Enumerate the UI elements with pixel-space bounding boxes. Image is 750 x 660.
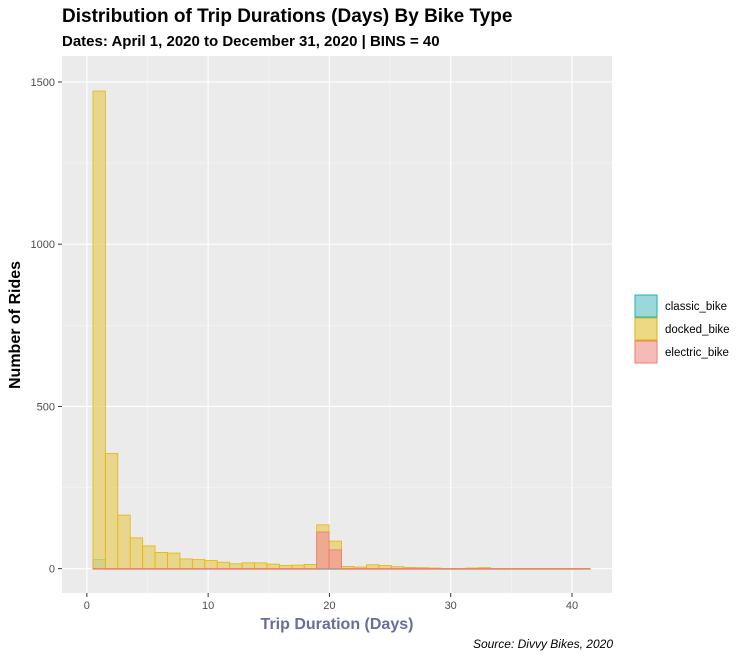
bar-docked_bike	[216, 561, 231, 570]
histogram-bars	[92, 90, 591, 570]
bar-electric_bike	[117, 568, 131, 570]
bar-docked_bike	[303, 564, 318, 570]
source-caption: Source: Divvy Bikes, 2020	[472, 637, 613, 651]
bar-electric_bike	[229, 568, 243, 570]
bar-electric_bike	[564, 568, 579, 570]
bar-docked_bike	[154, 552, 168, 570]
bar-electric_bike	[366, 568, 380, 570]
legend-label-docked_bike: docked_bike	[665, 324, 730, 336]
bar-docked_bike	[142, 545, 156, 570]
bar-docked_bike	[366, 564, 380, 570]
x-tick-label: 30	[445, 600, 457, 612]
bar-electric_bike	[552, 568, 566, 570]
bar-electric_bike	[167, 568, 181, 570]
chart-subtitle: Dates: April 1, 2020 to December 31, 202…	[62, 33, 440, 50]
bar-electric_bike	[328, 549, 342, 570]
bar-electric_bike	[266, 568, 280, 570]
bar-electric_bike	[191, 568, 206, 570]
x-tick-label: 20	[323, 600, 335, 612]
bar-electric_bike	[465, 568, 479, 570]
legend-swatch-electric_bike	[634, 340, 658, 364]
bar-docked_bike	[241, 562, 255, 570]
y-axis: 0 500 1000 1500	[31, 77, 62, 576]
bar-docked_bike	[291, 564, 305, 570]
bar-docked_bike	[191, 559, 206, 570]
bar-electric_bike	[415, 568, 429, 570]
bar-docked_bike	[167, 552, 181, 570]
bar-electric_bike	[104, 568, 119, 570]
bar-electric_bike	[577, 568, 591, 570]
minor-gridlines	[62, 56, 612, 593]
bar-docked_bike	[229, 563, 243, 570]
bar-electric_bike	[142, 568, 156, 570]
legend-swatch-docked_bike	[634, 317, 658, 341]
bar-docked_bike	[129, 537, 144, 570]
bar-electric_bike	[341, 568, 355, 570]
chart-title: Distribution of Trip Durations (Days) By…	[62, 6, 513, 27]
bar-electric_bike	[241, 568, 255, 570]
bar-docked_bike	[104, 453, 119, 570]
y-tick-label: 1500	[31, 77, 55, 89]
bar-electric_bike	[216, 568, 231, 570]
legend-swatch-classic_bike	[634, 294, 658, 318]
bar-electric_bike	[490, 568, 504, 570]
bar-electric_bike	[316, 531, 330, 570]
x-axis-title: Trip Duration (Days)	[261, 616, 414, 633]
bar-docked_bike	[378, 565, 392, 570]
bar-electric_bike	[204, 568, 218, 570]
bar-electric_bike	[179, 568, 193, 570]
bar-docked_bike	[266, 563, 280, 570]
x-tick-label: 0	[84, 600, 90, 612]
y-tick-label: 500	[37, 401, 55, 413]
bar-electric_bike	[129, 568, 144, 570]
bar-electric_bike	[403, 568, 417, 570]
bar-electric_bike	[378, 568, 392, 570]
y-tick-label: 0	[49, 564, 55, 576]
bar-electric_bike	[453, 568, 467, 570]
y-axis-title: Number of Rides	[7, 261, 24, 389]
legend: classic_bike docked_bike electric_bike	[634, 294, 730, 364]
x-tick-label: 40	[566, 600, 578, 612]
bar-docked_bike	[278, 565, 293, 570]
bar-docked_bike	[117, 514, 131, 570]
bar-electric_bike	[92, 568, 106, 570]
bar-electric_bike	[390, 568, 405, 570]
legend-label-electric_bike: electric_bike	[665, 347, 729, 359]
bar-electric_bike	[515, 568, 529, 570]
bar-docked_bike	[204, 560, 218, 570]
bar-electric_bike	[353, 568, 367, 570]
major-gridlines	[62, 56, 612, 593]
bar-electric_bike	[291, 568, 305, 570]
bar-electric_bike	[254, 568, 268, 570]
y-tick-label: 1000	[31, 239, 55, 251]
bar-electric_bike	[428, 568, 442, 570]
bar-docked_bike	[179, 558, 193, 570]
bar-docked_bike	[92, 90, 106, 570]
bar-electric_bike	[502, 568, 516, 570]
bar-electric_bike	[540, 568, 554, 570]
bar-electric_bike	[477, 568, 492, 570]
bar-electric_bike	[440, 568, 454, 570]
bar-docked_bike	[254, 562, 268, 570]
bar-electric_bike	[154, 568, 168, 570]
plot-panel	[62, 56, 612, 593]
x-axis: 0 10 20 30 40	[84, 593, 578, 612]
bar-electric_bike	[527, 568, 541, 570]
legend-label-classic_bike: classic_bike	[665, 301, 727, 313]
x-tick-label: 10	[202, 600, 214, 612]
bar-electric_bike	[278, 568, 293, 570]
bar-electric_bike	[303, 568, 318, 570]
